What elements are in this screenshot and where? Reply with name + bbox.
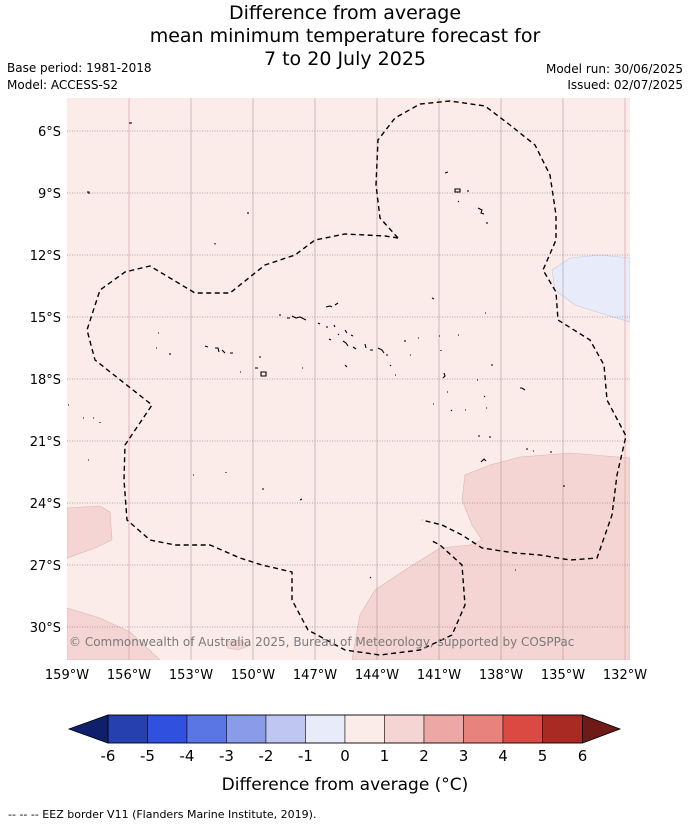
colorbar-tick-label: 1: [380, 747, 390, 765]
colorbar-extend-low: [67, 714, 109, 744]
lat-tick-label: 6°S: [38, 125, 61, 140]
model-label: Model: ACCESS-S2: [7, 78, 119, 92]
base-period-label: Base period: 1981-2018: [7, 61, 152, 75]
model-run-label: Model run: 30/06/2025: [545, 62, 683, 76]
colorbar-tick-label: -5: [140, 747, 155, 765]
eez-border-legend: -- -- -- EEZ border V11 (Flanders Marine…: [8, 808, 317, 821]
lat-tick-label: 30°S: [30, 621, 61, 636]
lon-tick-label: 135°W: [541, 668, 585, 683]
colorbar-tick-label: 2: [419, 747, 429, 765]
colorbar-segment: [226, 714, 267, 744]
colorbar: -6 -5 -4 -3 -2 -1 0 1 2 3 4 5 6 Differen…: [67, 714, 622, 795]
colorbar-tick-label: 5: [538, 747, 548, 765]
colorbar-outline: [107, 714, 583, 744]
lon-tick-label: 144°W: [355, 668, 399, 683]
colorbar-title: Difference from average (°C): [222, 775, 469, 795]
colorbar-tick-label: -2: [259, 747, 274, 765]
colorbar-segment: [107, 714, 148, 744]
colorbar-segment: [265, 714, 306, 744]
lat-tick-label: 12°S: [30, 249, 61, 264]
colorbar-segment: [463, 714, 504, 744]
colorbar-tick-label: -1: [298, 747, 313, 765]
colorbar-tick-label: 6: [578, 747, 588, 765]
colorbar-segment: [305, 714, 346, 744]
eez-border-west: [86, 233, 466, 656]
lat-tick-label: 9°S: [38, 187, 61, 202]
latitude-tick-labels: 6°S 9°S 12°S 15°S 18°S 21°S 24°S 27°S 30…: [30, 125, 61, 636]
colorbar-tick-label: 4: [498, 747, 508, 765]
island-outlines: [68, 122, 565, 579]
warm-anomaly-region-west: [67, 505, 113, 559]
colorbar-tick-label: -3: [219, 747, 234, 765]
chart-title-line-1: Difference from average: [228, 2, 462, 24]
colorbar-tick-label: -4: [180, 747, 195, 765]
colorbar-segment: [502, 714, 543, 744]
lat-tick-label: 15°S: [30, 311, 61, 326]
lat-tick-label: 21°S: [30, 435, 61, 450]
lon-tick-label: 147°W: [293, 668, 337, 683]
colorbar-tick-label: 3: [459, 747, 469, 765]
anomaly-fills: [67, 254, 630, 660]
colorbar-segment: [147, 714, 188, 744]
lon-tick-label: 153°W: [169, 668, 213, 683]
lon-tick-label: 156°W: [107, 668, 151, 683]
warm-anomaly-region-east: [351, 452, 630, 660]
colorbar-tick-label: 0: [340, 747, 350, 765]
chart-title-line-2: mean minimum temperature forecast for: [149, 25, 541, 47]
forecast-map: © Commonwealth of Australia 2025, Bureau…: [30, 98, 647, 795]
lat-tick-label: 27°S: [30, 559, 61, 574]
issued-label: Issued: 02/07/2025: [567, 78, 683, 92]
lon-tick-label: 132°W: [603, 668, 647, 683]
chart-title-line-3: 7 to 20 July 2025: [263, 48, 427, 70]
eez-border-main: [375, 100, 627, 561]
colorbar-segment: [542, 714, 583, 744]
colorbar-tick-label: -6: [101, 747, 116, 765]
lat-tick-label: 24°S: [30, 497, 61, 512]
warm-anomaly-region-southwest: [67, 607, 161, 660]
colorbar-segment: [344, 714, 385, 744]
colorbar-segment: [186, 714, 227, 744]
copyright-credit: © Commonwealth of Australia 2025, Bureau…: [69, 635, 574, 649]
colorbar-segment: [384, 714, 425, 744]
lon-tick-label: 159°W: [45, 668, 89, 683]
eez-border-lines: [86, 100, 627, 656]
lon-tick-label: 141°W: [417, 668, 461, 683]
colorbar-segment: [423, 714, 464, 744]
colorbar-extend-high: [582, 714, 622, 744]
lon-tick-label: 138°W: [479, 668, 523, 683]
longitude-tick-labels: 159°W 156°W 153°W 150°W 147°W 144°W 141°…: [45, 668, 647, 683]
lat-tick-label: 18°S: [30, 373, 61, 388]
warm-anomaly-patch-small: [225, 639, 249, 651]
lon-tick-label: 150°W: [231, 668, 275, 683]
